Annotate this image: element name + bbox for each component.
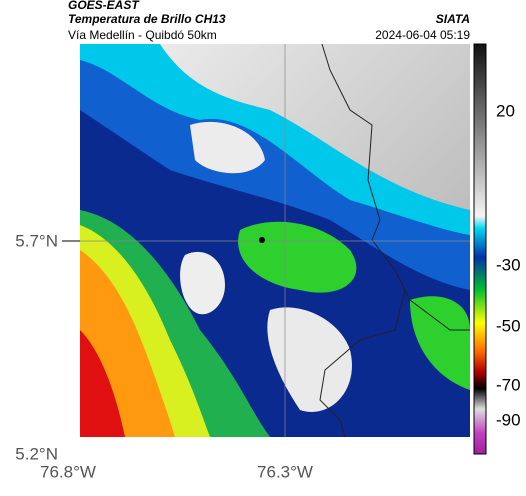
colorbar-label: -70: [496, 375, 521, 394]
source: SIATA: [436, 12, 470, 26]
subtitle: Temperatura de Brillo CH13: [68, 12, 226, 26]
border-line: [321, 44, 470, 331]
region: Vía Medellín - Quibdó 50km: [68, 28, 217, 42]
clear-patch: [267, 307, 352, 412]
colorbar: [473, 43, 487, 455]
satellite-image: [80, 44, 470, 437]
datetime: 2024-06-04 05:19: [375, 28, 470, 42]
region-green: [238, 221, 357, 293]
location-marker: [259, 237, 265, 243]
lat-label: 5.2°N: [15, 444, 58, 463]
border-line: [319, 289, 406, 437]
colorbar-label: -50: [496, 316, 521, 335]
region-green-east: [410, 296, 470, 390]
lat-label: 5.7°N: [15, 231, 58, 250]
clear-patch: [190, 121, 265, 174]
region-red: [80, 330, 125, 437]
colorbar-label: -90: [496, 410, 521, 429]
title: GOES-EAST: [68, 0, 140, 12]
colorbar-label: 20: [496, 101, 515, 120]
clear-patch: [180, 251, 225, 315]
lon-label: 76.3°W: [257, 462, 313, 481]
lon-label: 76.8°W: [40, 462, 96, 481]
colorbar-label: -30: [496, 255, 521, 274]
